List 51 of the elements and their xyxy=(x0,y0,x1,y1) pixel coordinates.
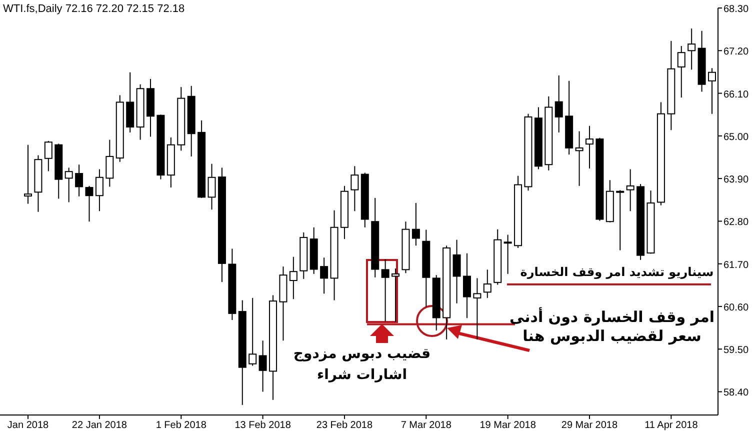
candlestick xyxy=(44,140,52,172)
y-tick-label: 59.50 xyxy=(723,345,749,356)
candlestick xyxy=(208,163,216,210)
x-tick-label: 19 Mar 2018 xyxy=(480,420,536,431)
y-tick-label: 62.80 xyxy=(723,217,749,228)
candlestick xyxy=(258,340,267,392)
candlestick xyxy=(483,269,492,298)
candlestick xyxy=(473,278,482,340)
candlestick xyxy=(24,144,32,204)
candlestick xyxy=(289,256,298,300)
y-tick-label: 61.70 xyxy=(723,260,749,271)
y-tick-label: 58.40 xyxy=(723,388,749,399)
candlestick xyxy=(585,125,594,169)
y-tick-label: 67.20 xyxy=(723,46,749,58)
x-tick-label: 23 Feb 2018 xyxy=(316,420,373,431)
ref-line-label: امر وقف الخسارة دون أدنى سعر لقضيب الدبوس هنا xyxy=(509,307,715,345)
y-tick-label: 68.30 xyxy=(723,4,749,15)
candlestick xyxy=(75,164,84,197)
x-tick-label: Jan 2018 xyxy=(7,420,50,431)
candlestick xyxy=(85,185,94,222)
x-tick-label: 22 Jan 2018 xyxy=(72,420,128,431)
candlestick xyxy=(412,202,420,246)
x-tick-label: 29 Mar 2018 xyxy=(561,420,618,431)
y-tick-label: 60.60 xyxy=(723,302,749,314)
chart-title: WTI.fs,Daily 72.16 72.20 72.15 72.18 xyxy=(3,3,185,15)
candlestick xyxy=(350,166,359,212)
x-tick-label: 13 Feb 2018 xyxy=(234,420,292,431)
y-tick-label: 63.90 xyxy=(723,174,749,186)
ref-line-label: سيناريو تشديد امر وقف الخسارة xyxy=(520,265,714,279)
candlestick xyxy=(64,167,73,203)
candlestick xyxy=(106,139,114,188)
candlestick xyxy=(95,168,104,212)
candlestick xyxy=(554,74,563,133)
candlestick xyxy=(248,297,257,366)
candlestick xyxy=(392,268,400,322)
candlestick xyxy=(688,28,696,70)
candlestick xyxy=(462,252,471,319)
y-tick-label: 65.00 xyxy=(723,132,749,143)
annotation: قضيب دبوس مزدوج اشارات شراء xyxy=(293,346,431,383)
candlestick xyxy=(452,239,461,304)
x-tick-label: 11 Apr 2018 xyxy=(644,420,698,431)
candlestick xyxy=(320,257,328,294)
x-tick-label: 1 Feb 2018 xyxy=(156,420,207,431)
x-tick-label: 7 Mar 2018 xyxy=(400,420,452,431)
candlestick xyxy=(504,234,512,274)
candlestick xyxy=(626,168,634,212)
candlestick xyxy=(381,258,390,322)
candlestick xyxy=(575,130,584,186)
candlestick xyxy=(616,190,624,251)
y-tick-label: 66.10 xyxy=(723,89,749,100)
candlestick xyxy=(677,45,686,98)
